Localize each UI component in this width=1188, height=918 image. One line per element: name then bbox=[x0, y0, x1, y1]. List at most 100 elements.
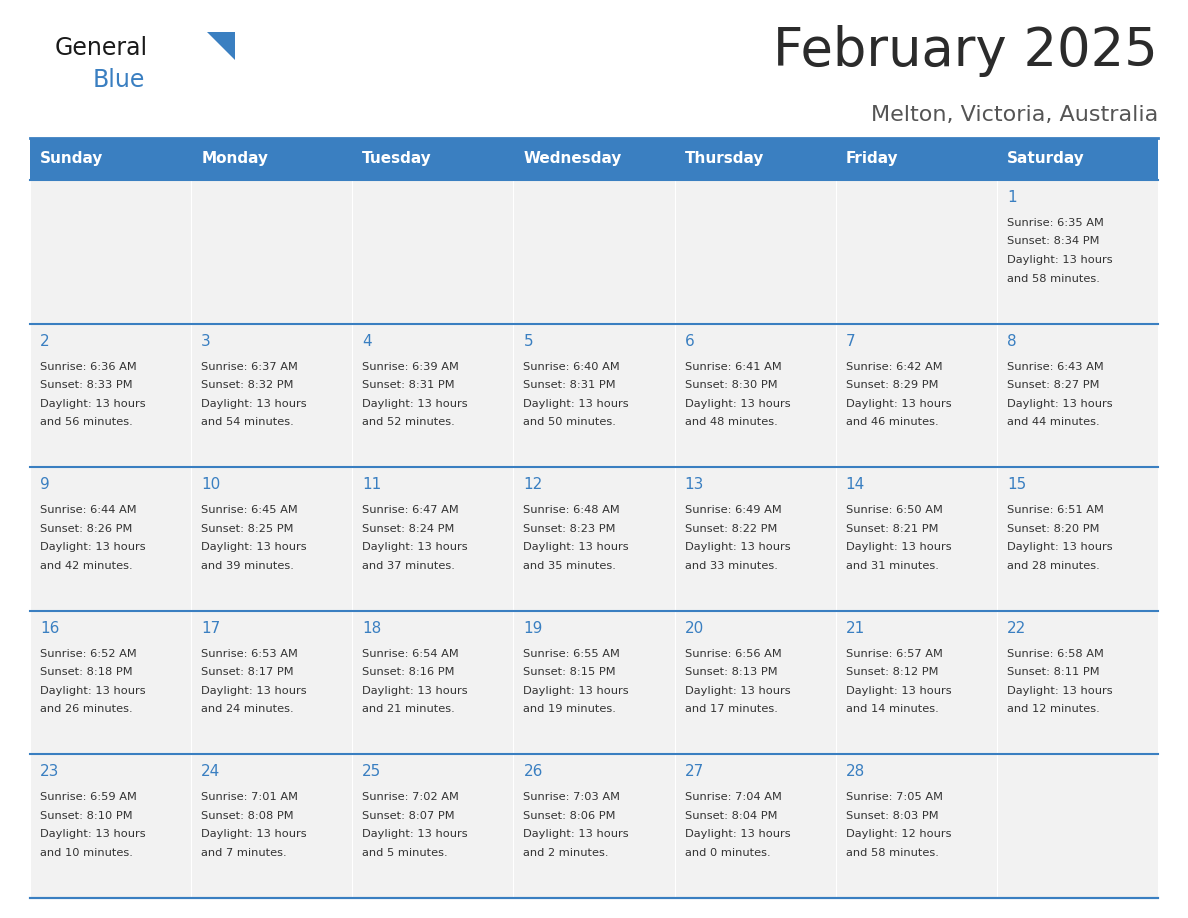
Text: Daylight: 13 hours: Daylight: 13 hours bbox=[40, 829, 146, 839]
Text: 12: 12 bbox=[524, 477, 543, 492]
Text: and 24 minutes.: and 24 minutes. bbox=[201, 704, 293, 714]
Text: and 48 minutes.: and 48 minutes. bbox=[684, 417, 777, 427]
Text: Daylight: 12 hours: Daylight: 12 hours bbox=[846, 829, 952, 839]
Bar bbox=[30, 467, 191, 610]
Text: Sunrise: 6:47 AM: Sunrise: 6:47 AM bbox=[362, 505, 459, 515]
Text: Sunrise: 6:55 AM: Sunrise: 6:55 AM bbox=[524, 649, 620, 659]
Text: Daylight: 13 hours: Daylight: 13 hours bbox=[684, 686, 790, 696]
Text: and 58 minutes.: and 58 minutes. bbox=[846, 848, 939, 858]
Text: Sunrise: 6:44 AM: Sunrise: 6:44 AM bbox=[40, 505, 137, 515]
Text: 28: 28 bbox=[846, 765, 865, 779]
Bar bbox=[30, 180, 191, 324]
Bar bbox=[353, 755, 513, 898]
Bar bbox=[675, 467, 835, 610]
Text: Sunset: 8:07 PM: Sunset: 8:07 PM bbox=[362, 811, 455, 821]
Text: Daylight: 13 hours: Daylight: 13 hours bbox=[40, 686, 146, 696]
Text: Sunset: 8:29 PM: Sunset: 8:29 PM bbox=[846, 380, 939, 390]
Text: Daylight: 13 hours: Daylight: 13 hours bbox=[40, 398, 146, 409]
Text: Daylight: 13 hours: Daylight: 13 hours bbox=[524, 686, 630, 696]
Text: Tuesday: Tuesday bbox=[362, 151, 432, 166]
Text: Sunrise: 6:50 AM: Sunrise: 6:50 AM bbox=[846, 505, 942, 515]
Text: Sunset: 8:31 PM: Sunset: 8:31 PM bbox=[362, 380, 455, 390]
Text: Daylight: 13 hours: Daylight: 13 hours bbox=[684, 543, 790, 553]
Text: 27: 27 bbox=[684, 765, 703, 779]
Text: Blue: Blue bbox=[93, 68, 145, 92]
Bar bbox=[353, 324, 513, 467]
Text: Melton, Victoria, Australia: Melton, Victoria, Australia bbox=[871, 105, 1158, 125]
Text: Daylight: 13 hours: Daylight: 13 hours bbox=[684, 829, 790, 839]
Text: Thursday: Thursday bbox=[684, 151, 764, 166]
Bar bbox=[513, 467, 675, 610]
Text: Sunrise: 6:43 AM: Sunrise: 6:43 AM bbox=[1007, 362, 1104, 372]
Text: and 46 minutes.: and 46 minutes. bbox=[846, 417, 939, 427]
Bar bbox=[997, 467, 1158, 610]
Bar bbox=[30, 610, 191, 755]
Bar bbox=[513, 610, 675, 755]
Text: Sunrise: 6:36 AM: Sunrise: 6:36 AM bbox=[40, 362, 137, 372]
Text: Sunset: 8:34 PM: Sunset: 8:34 PM bbox=[1007, 237, 1099, 247]
Text: Daylight: 13 hours: Daylight: 13 hours bbox=[362, 829, 468, 839]
Text: Daylight: 13 hours: Daylight: 13 hours bbox=[201, 543, 307, 553]
Bar bbox=[997, 180, 1158, 324]
Text: Sunset: 8:12 PM: Sunset: 8:12 PM bbox=[846, 667, 939, 677]
Text: Sunrise: 6:35 AM: Sunrise: 6:35 AM bbox=[1007, 218, 1104, 228]
Text: 14: 14 bbox=[846, 477, 865, 492]
Text: Sunrise: 6:49 AM: Sunrise: 6:49 AM bbox=[684, 505, 782, 515]
Text: Saturday: Saturday bbox=[1007, 151, 1085, 166]
Text: Sunrise: 7:05 AM: Sunrise: 7:05 AM bbox=[846, 792, 943, 802]
Text: Daylight: 13 hours: Daylight: 13 hours bbox=[201, 398, 307, 409]
Text: and 52 minutes.: and 52 minutes. bbox=[362, 417, 455, 427]
Text: 13: 13 bbox=[684, 477, 704, 492]
Text: Sunset: 8:03 PM: Sunset: 8:03 PM bbox=[846, 811, 939, 821]
Text: 19: 19 bbox=[524, 621, 543, 636]
Text: Daylight: 13 hours: Daylight: 13 hours bbox=[362, 686, 468, 696]
Text: Sunrise: 6:41 AM: Sunrise: 6:41 AM bbox=[684, 362, 782, 372]
Bar bbox=[353, 180, 513, 324]
Text: 10: 10 bbox=[201, 477, 221, 492]
Text: Sunrise: 6:45 AM: Sunrise: 6:45 AM bbox=[201, 505, 298, 515]
Text: 17: 17 bbox=[201, 621, 221, 636]
Text: 5: 5 bbox=[524, 333, 533, 349]
Text: 23: 23 bbox=[40, 765, 59, 779]
Text: and 0 minutes.: and 0 minutes. bbox=[684, 848, 770, 858]
Text: 2: 2 bbox=[40, 333, 50, 349]
Bar bbox=[191, 324, 353, 467]
Text: Sunrise: 6:40 AM: Sunrise: 6:40 AM bbox=[524, 362, 620, 372]
Polygon shape bbox=[207, 32, 235, 60]
Text: and 12 minutes.: and 12 minutes. bbox=[1007, 704, 1100, 714]
Text: Sunset: 8:25 PM: Sunset: 8:25 PM bbox=[201, 523, 293, 533]
Text: Daylight: 13 hours: Daylight: 13 hours bbox=[846, 398, 952, 409]
Text: 15: 15 bbox=[1007, 477, 1026, 492]
Text: Sunset: 8:27 PM: Sunset: 8:27 PM bbox=[1007, 380, 1099, 390]
Bar bbox=[353, 467, 513, 610]
Bar bbox=[191, 755, 353, 898]
Text: 24: 24 bbox=[201, 765, 221, 779]
Text: Sunset: 8:18 PM: Sunset: 8:18 PM bbox=[40, 667, 133, 677]
Text: 6: 6 bbox=[684, 333, 694, 349]
Text: Daylight: 13 hours: Daylight: 13 hours bbox=[1007, 398, 1112, 409]
Text: Sunrise: 6:54 AM: Sunrise: 6:54 AM bbox=[362, 649, 459, 659]
Text: Daylight: 13 hours: Daylight: 13 hours bbox=[684, 398, 790, 409]
Bar bbox=[675, 324, 835, 467]
Text: 26: 26 bbox=[524, 765, 543, 779]
Bar bbox=[675, 610, 835, 755]
Text: Daylight: 13 hours: Daylight: 13 hours bbox=[201, 829, 307, 839]
Text: Sunset: 8:10 PM: Sunset: 8:10 PM bbox=[40, 811, 133, 821]
Text: Sunrise: 6:53 AM: Sunrise: 6:53 AM bbox=[201, 649, 298, 659]
Text: and 56 minutes.: and 56 minutes. bbox=[40, 417, 133, 427]
Text: Sunrise: 7:01 AM: Sunrise: 7:01 AM bbox=[201, 792, 298, 802]
Bar bbox=[353, 610, 513, 755]
Text: 16: 16 bbox=[40, 621, 59, 636]
Text: Sunset: 8:30 PM: Sunset: 8:30 PM bbox=[684, 380, 777, 390]
Text: Daylight: 13 hours: Daylight: 13 hours bbox=[1007, 255, 1112, 265]
Text: Sunrise: 6:52 AM: Sunrise: 6:52 AM bbox=[40, 649, 137, 659]
Text: and 7 minutes.: and 7 minutes. bbox=[201, 848, 286, 858]
Bar bbox=[30, 755, 191, 898]
Text: Sunset: 8:21 PM: Sunset: 8:21 PM bbox=[846, 523, 939, 533]
Bar bbox=[835, 610, 997, 755]
Text: 4: 4 bbox=[362, 333, 372, 349]
Text: Sunrise: 6:42 AM: Sunrise: 6:42 AM bbox=[846, 362, 942, 372]
Text: Sunrise: 6:48 AM: Sunrise: 6:48 AM bbox=[524, 505, 620, 515]
Text: Monday: Monday bbox=[201, 151, 268, 166]
Bar bbox=[997, 610, 1158, 755]
